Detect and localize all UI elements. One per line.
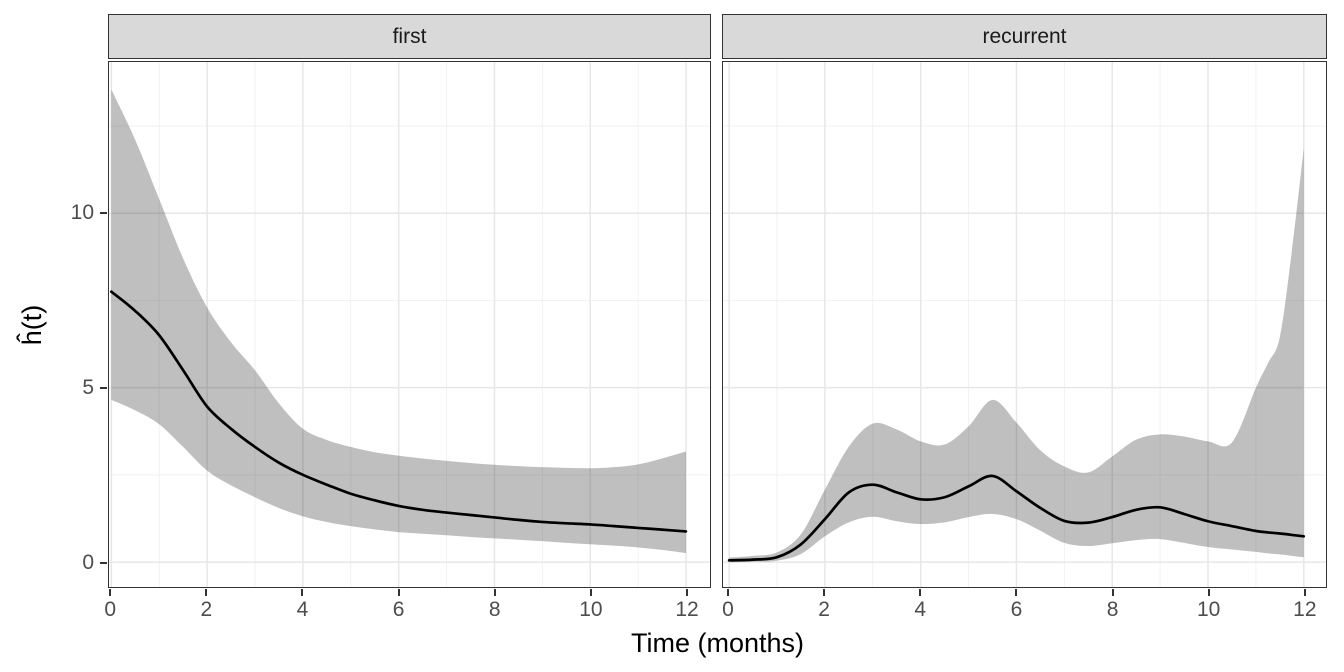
x-tick-mark: [919, 589, 922, 596]
y-tick-mark: [100, 386, 107, 389]
y-tick-label: 10: [70, 200, 94, 224]
x-tick-mark: [823, 589, 826, 596]
x-tick-label: 6: [392, 598, 405, 621]
x-tick-label: 2: [200, 598, 213, 621]
x-tick-label: 10: [579, 598, 603, 621]
x-axis-title: Time (months): [630, 628, 805, 658]
x-tick-label: 0: [104, 598, 117, 621]
facet-strip-label: first: [392, 24, 427, 48]
x-tick-mark: [301, 589, 304, 596]
x-tick-label: 2: [818, 598, 830, 621]
y-tick-label: 0: [82, 551, 94, 574]
x-tick-label: 4: [914, 598, 927, 621]
y-tick-label: 5: [82, 375, 94, 399]
y-axis-title: ĥ(t): [17, 304, 47, 346]
x-tick-mark: [1015, 589, 1018, 596]
y-tick-mark: [100, 562, 107, 564]
x-tick-label: 10: [1197, 598, 1221, 621]
facet-strip-recurrent: recurrent: [722, 14, 1327, 59]
x-tick-mark: [493, 589, 496, 596]
plot-panel-first: [108, 61, 711, 588]
facet-strip-first: first: [108, 14, 711, 59]
x-tick-label: 0: [722, 598, 734, 621]
x-tick-label: 8: [488, 598, 501, 621]
x-tick-label: 12: [675, 598, 699, 621]
x-tick-mark: [686, 589, 689, 596]
x-tick-mark: [109, 589, 112, 596]
x-tick-label: 12: [1293, 598, 1317, 621]
hazard-curve-recurrent: [723, 62, 1326, 587]
x-tick-label: 8: [1106, 598, 1119, 621]
x-tick-mark: [1303, 589, 1306, 596]
facet-strip-label: recurrent: [982, 24, 1067, 48]
x-tick-mark: [397, 589, 400, 596]
x-tick-mark: [727, 589, 729, 596]
x-tick-mark: [205, 589, 208, 596]
y-tick-mark: [100, 211, 107, 214]
x-tick-label: 6: [1010, 598, 1023, 621]
x-tick-mark: [589, 589, 592, 596]
hazard-curve-first: [109, 62, 710, 587]
x-tick-mark: [1207, 589, 1210, 596]
x-tick-mark: [1111, 589, 1114, 596]
x-tick-label: 4: [296, 598, 309, 621]
plot-panel-recurrent: [722, 61, 1327, 588]
